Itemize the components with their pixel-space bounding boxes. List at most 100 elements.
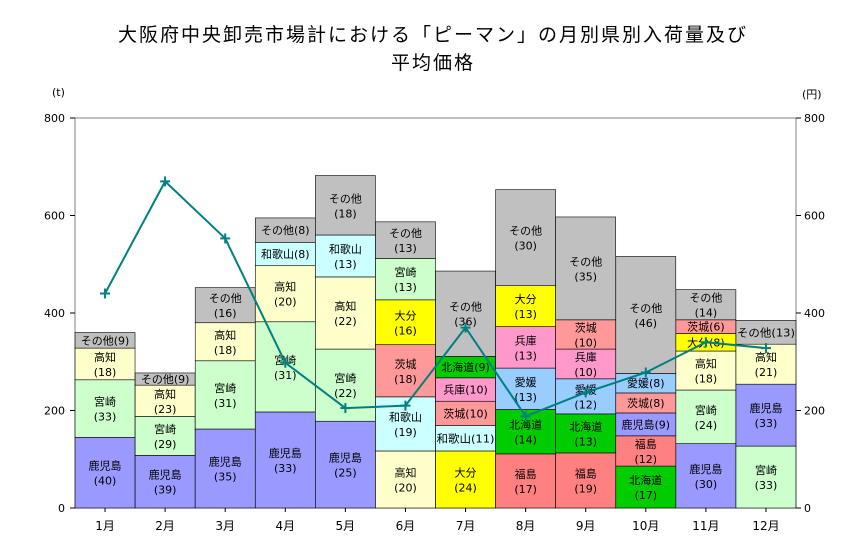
segment-value-label: (13) (514, 349, 537, 362)
right-tick-label: 200 (804, 405, 825, 418)
right-tick-label: 800 (804, 112, 825, 125)
bar-segment (495, 326, 556, 369)
bar-segment (254, 411, 316, 509)
left-axis-unit: (t) (52, 86, 65, 99)
segment-value-label: (12) (634, 453, 657, 466)
segment-value-label: (20) (274, 296, 297, 309)
segment-pref-label: 和歌山 (389, 410, 422, 424)
segment-value-label: (13) (574, 435, 597, 448)
segment-value-label: (12) (574, 398, 597, 411)
segment-pref-label: 宮崎 (334, 371, 356, 385)
bar-segment (315, 175, 376, 236)
segment-value-label: (19) (394, 426, 417, 439)
chart-title-line2: 平均価格 (390, 52, 475, 74)
segment-value-label: (13) (514, 391, 537, 404)
segment-pref-label: 高知 (274, 280, 296, 294)
segment-pref-label: 北海道 (569, 419, 602, 433)
segment-label: 兵庫(10) (443, 383, 488, 397)
bar-segment (254, 217, 316, 243)
segment-label: 茨城(6) (687, 320, 725, 334)
bar-segment (315, 420, 376, 509)
segment-value-label: (24) (454, 481, 477, 494)
segment-label: 鹿児島(9) (621, 417, 670, 431)
segment-pref-label: 大分 (394, 308, 416, 322)
segment-value-label: (33) (94, 411, 117, 424)
bar-segment (435, 270, 496, 357)
segment-pref-label: 茨城 (394, 357, 416, 371)
left-tick-label: 800 (44, 112, 65, 125)
right-tick-label: 400 (804, 307, 825, 320)
segment-label: 愛媛(8) (627, 376, 665, 390)
segment-pref-label: 愛媛 (515, 375, 537, 389)
segment-pref-label: 鹿児島 (209, 455, 242, 469)
segment-value-label: (31) (214, 397, 237, 410)
segment-value-label: (13) (394, 242, 417, 255)
segment-value-label: (22) (334, 387, 357, 400)
x-tick-label: 9月 (576, 519, 596, 533)
bar-segment (194, 322, 256, 362)
segment-value-label: (40) (94, 475, 117, 488)
segment-label: 和歌山(8) (261, 247, 310, 261)
segment-value-label: (36) (454, 316, 477, 329)
bar-segment (675, 289, 737, 321)
bar-segment (555, 413, 617, 454)
bar-segment (254, 265, 316, 323)
left-tick-label: 400 (44, 307, 65, 320)
segment-label: 北海道(9) (441, 360, 490, 374)
left-tick-label: 0 (58, 502, 65, 515)
segment-pref-label: 鹿児島 (149, 468, 182, 482)
left-tick-label: 200 (44, 405, 65, 418)
segment-value-label: (13) (514, 308, 537, 321)
bar-segment (375, 450, 436, 509)
segment-pref-label: 福島 (635, 437, 657, 451)
segment-pref-label: 北海道 (509, 418, 542, 432)
segment-value-label: (13) (334, 258, 357, 271)
segment-value-label: (10) (574, 336, 597, 349)
segment-pref-label: その他 (329, 192, 362, 205)
x-tick-label: 2月 (155, 519, 175, 533)
bar-segment (134, 416, 196, 456)
price-line (104, 179, 767, 418)
segment-value-label: (46) (634, 317, 657, 330)
bar-segment (495, 189, 556, 287)
x-tick-label: 5月 (336, 519, 356, 533)
x-tick-label: 7月 (456, 519, 476, 533)
segment-value-label: (18) (94, 366, 117, 379)
segment-pref-label: 宮崎 (695, 403, 717, 417)
segment-pref-label: 北海道 (629, 473, 662, 487)
segment-value-label: (18) (695, 373, 718, 386)
chart-title-line1: 大阪府中央卸売市場計における「ピーマン」の月別県別入荷量及び (117, 24, 748, 46)
x-tick-label: 11月 (692, 519, 719, 533)
segment-pref-label: 兵庫 (515, 333, 537, 347)
segment-label: その他(13) (737, 326, 795, 339)
segment-pref-label: 兵庫 (575, 350, 597, 364)
segment-label: その他(9) (141, 373, 190, 386)
segment-value-label: (35) (214, 471, 237, 484)
segment-label: 茨城(10) (443, 406, 488, 420)
segment-pref-label: 高知 (394, 465, 416, 479)
left-tick-label: 600 (44, 210, 65, 223)
right-tick-label: 0 (804, 502, 811, 515)
segment-value-label: (24) (695, 419, 718, 432)
segment-pref-label: 鹿児島 (689, 462, 722, 476)
segment-pref-label: 高知 (214, 328, 236, 342)
segment-value-label: (10) (574, 366, 597, 379)
segment-label: 茨城(8) (627, 396, 665, 410)
segment-pref-label: 宮崎 (394, 265, 416, 279)
bar-segment (315, 276, 376, 350)
right-tick-label: 600 (804, 210, 825, 223)
segment-value-label: (29) (154, 438, 177, 451)
bar-segment (194, 360, 256, 430)
segment-pref-label: その他 (629, 302, 662, 315)
x-tick-label: 1月 (95, 519, 115, 533)
segment-label: その他(8) (261, 224, 310, 237)
segment-pref-label: 高知 (695, 357, 717, 371)
segment-value-label: (16) (394, 324, 417, 337)
segment-pref-label: その他 (689, 292, 722, 305)
x-tick-label: 6月 (396, 519, 416, 533)
x-tick-label: 8月 (516, 519, 536, 533)
x-tick-label: 10月 (632, 519, 659, 533)
segment-value-label: (17) (634, 489, 657, 502)
segment-value-label: (31) (274, 369, 297, 382)
